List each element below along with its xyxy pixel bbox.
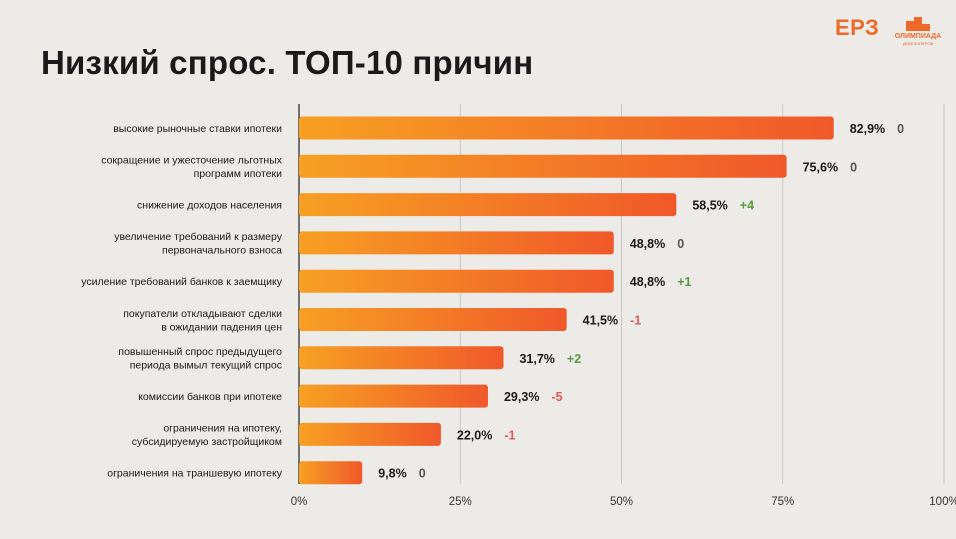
change-label: +1 [677, 275, 691, 289]
value-label: 82,9% [850, 122, 885, 136]
x-tick-label: 100% [929, 496, 956, 508]
change-label: +4 [740, 199, 754, 213]
category-label: повышенный спрос предыдущего периода вымы… [118, 346, 282, 372]
olympiad-logo-text: ОЛИМПИАДА ДЕВЕЛОПЕРОВ [890, 33, 946, 47]
bar [299, 154, 787, 178]
bar [299, 116, 834, 140]
bar [299, 422, 441, 446]
value-label: 9,8% [378, 467, 407, 481]
olympiad-podium-icon [906, 17, 930, 31]
olympiad-logo-line2: ДЕВЕЛОПЕРОВ [902, 41, 934, 46]
change-label: 0 [850, 160, 857, 174]
olympiad-logo-line1: ОЛИМПИАДА [894, 33, 942, 40]
category-label: сокращение и ужесточение льготных програм… [101, 155, 283, 181]
value-label: 58,5% [692, 199, 727, 213]
value-label: 31,7% [519, 352, 554, 366]
change-label: -1 [630, 314, 641, 328]
value-label: 48,8% [630, 275, 665, 289]
category-label: покупатели откладывают сделки в ожидании … [123, 308, 282, 334]
bar [299, 461, 363, 485]
bar [299, 269, 614, 293]
bar [299, 308, 567, 331]
category-label: комиссии банков при ипотеке [138, 391, 282, 403]
category-label: ограничения на ипотеку, субсидируемую зас… [132, 423, 282, 449]
bar [299, 384, 488, 408]
value-label: 22,0% [457, 428, 492, 442]
bar [299, 231, 614, 255]
category-label: высокие рыночные ставки ипотеки [113, 123, 282, 135]
category-label: усиление требований банков к заемщику [81, 276, 283, 288]
category-label: снижение доходов населения [137, 200, 282, 212]
change-label: -1 [504, 428, 515, 442]
change-label: +2 [567, 352, 581, 366]
x-tick-label: 0% [291, 496, 308, 508]
category-label: ограничения на траншевую ипотеку [107, 468, 282, 480]
value-label: 75,6% [803, 160, 838, 174]
erz-logo: ЕРЗ [835, 15, 880, 40]
bar [299, 346, 504, 370]
category-label: увеличение требований к размеру первонача… [114, 231, 283, 257]
value-label: 48,8% [630, 237, 665, 251]
page-title: Низкий спрос. ТОП-10 причин [41, 44, 534, 81]
change-label: 0 [419, 467, 426, 481]
change-label: 0 [677, 237, 684, 251]
change-label: -5 [551, 390, 562, 404]
value-label: 29,3% [504, 390, 539, 404]
bar [299, 193, 677, 217]
olympiad-logo: ОЛИМПИАДА ДЕВЕЛОПЕРОВ [890, 15, 946, 47]
x-tick-label: 25% [449, 496, 472, 508]
change-label: 0 [897, 122, 904, 136]
x-tick-label: 50% [610, 496, 633, 508]
x-tick-label: 75% [771, 496, 794, 508]
value-label: 41,5% [583, 314, 618, 328]
